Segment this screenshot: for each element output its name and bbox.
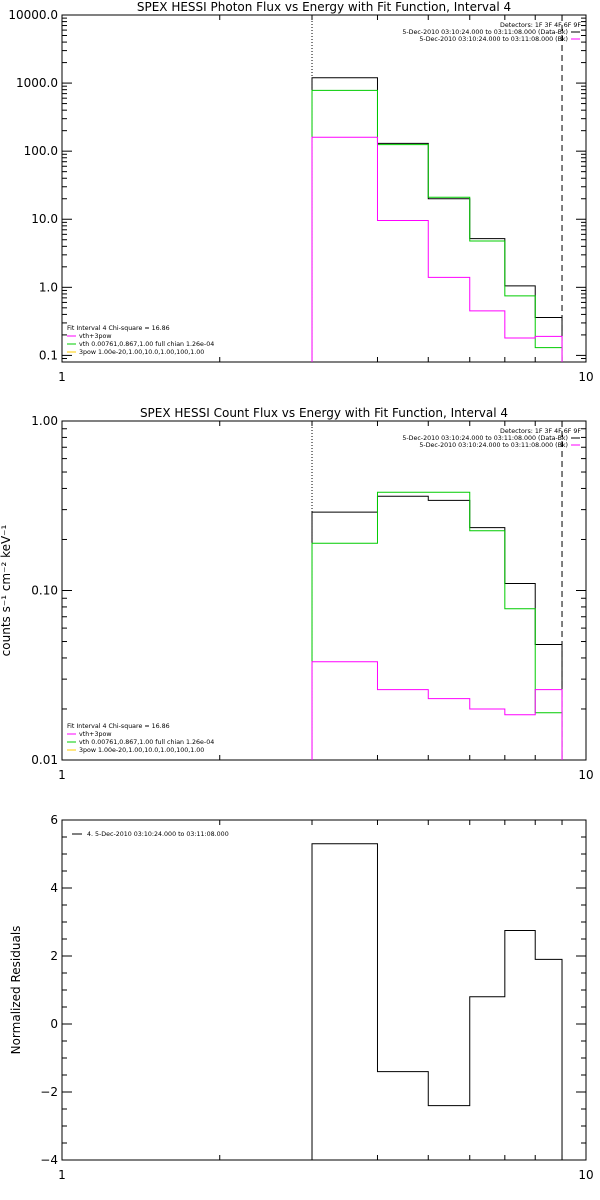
legend-entry: 4. 5-Dec-2010 03:10:24.000 to 03:11:08.0… xyxy=(87,831,229,838)
legend-entry: 5-Dec-2010 03:10:24.000 to 03:11:08.000 … xyxy=(419,442,568,449)
y-axis-label: Normalized Residuals xyxy=(9,926,23,1055)
y-tick-label: 2 xyxy=(50,949,58,963)
panel-3: 1 10 −4 −2 0 2 4 6 Normalized Residuals 4. 5-Dec-… xyxy=(9,813,594,1182)
series-outline xyxy=(311,661,563,760)
plot-frame xyxy=(61,420,587,761)
legend-entry: 5-Dec-2010 03:10:24.000 to 03:11:08.000 … xyxy=(419,36,568,43)
y-tick-label: 0.01 xyxy=(31,753,58,767)
x-tick-label: 10 xyxy=(578,768,593,782)
legend-entry: Detectors: 1F 3F 4F 6F 9F xyxy=(500,428,581,435)
series-outline xyxy=(311,491,563,760)
chart-title: SPEX HESSI Photon Flux vs Energy with Fi… xyxy=(137,0,511,14)
y-tick-label: 10000.0 xyxy=(8,8,58,22)
series-2 xyxy=(311,89,563,362)
y-tick-label: −2 xyxy=(40,1085,58,1099)
plot-frame xyxy=(61,819,587,1161)
x-tick-label: 1 xyxy=(58,1168,66,1182)
series-outline xyxy=(311,77,563,362)
series-3 xyxy=(311,136,563,362)
y-tick-label: 1000.0 xyxy=(16,76,58,90)
legend-entry: vth 0.00761,0.867,1.00 full chian 1.26e-… xyxy=(79,341,214,348)
y-tick-label: 6 xyxy=(50,813,58,827)
series-2 xyxy=(311,491,563,760)
y-tick-label: 100.0 xyxy=(24,144,58,158)
series-outline xyxy=(311,843,563,1160)
legend-entry: Fit Interval 4 Chi-square = 16.86 xyxy=(67,723,170,730)
series-3 xyxy=(311,661,563,760)
legend-entry: 5-Dec-2010 03:10:24.000 to 03:11:08.000 … xyxy=(402,29,568,36)
series-1 xyxy=(311,495,563,760)
x-tick-label: 10 xyxy=(578,370,593,384)
legend-entry: Fit Interval 4 Chi-square = 16.86 xyxy=(67,325,170,332)
x-tick-label: 10 xyxy=(578,1168,593,1182)
legend-entry: 5-Dec-2010 03:10:24.000 to 03:11:08.000 … xyxy=(402,435,568,442)
legend-entry: 3pow 1.00e-20,1.00,10.0,1.00,100,1.00 xyxy=(79,349,204,356)
legend-entry: vth+3pow xyxy=(79,731,111,738)
y-tick-label: 1.00 xyxy=(31,414,58,428)
y-tick-label: 0.1 xyxy=(39,348,58,362)
panel-1: SPEX HESSI Photon Flux vs Energy with Fi… xyxy=(8,0,593,384)
legend-entry: 3pow 1.00e-20,1.00,10.0,1.00,100,1.00 xyxy=(79,747,204,754)
series-outline xyxy=(311,136,563,362)
series-1 xyxy=(311,77,563,362)
y-tick-label: 4 xyxy=(50,881,58,895)
panel-2: SPEX HESSI Count Flux vs Energy with Fit… xyxy=(0,406,594,782)
legend-entry: vth+3pow xyxy=(79,333,111,340)
series-outline xyxy=(311,89,563,362)
series-1 xyxy=(311,843,563,1160)
y-tick-label: 10.0 xyxy=(31,212,58,226)
y-axis-label: counts s⁻¹ cm⁻² keV⁻¹ xyxy=(0,524,13,656)
series-outline xyxy=(311,495,563,760)
legend-entry: Detectors: 1F 3F 4F 6F 9F xyxy=(500,22,581,29)
x-tick-label: 1 xyxy=(58,370,66,384)
y-tick-label: 1.0 xyxy=(39,280,58,294)
y-tick-label: −4 xyxy=(40,1153,58,1167)
chart-title: SPEX HESSI Count Flux vs Energy with Fit… xyxy=(140,406,508,420)
plot-frame xyxy=(61,14,587,363)
x-tick-label: 1 xyxy=(58,768,66,782)
y-tick-label: 0.10 xyxy=(31,584,58,598)
legend-entry: vth 0.00761,0.867,1.00 full chian 1.26e-… xyxy=(79,739,214,746)
y-tick-label: 0 xyxy=(50,1017,58,1031)
